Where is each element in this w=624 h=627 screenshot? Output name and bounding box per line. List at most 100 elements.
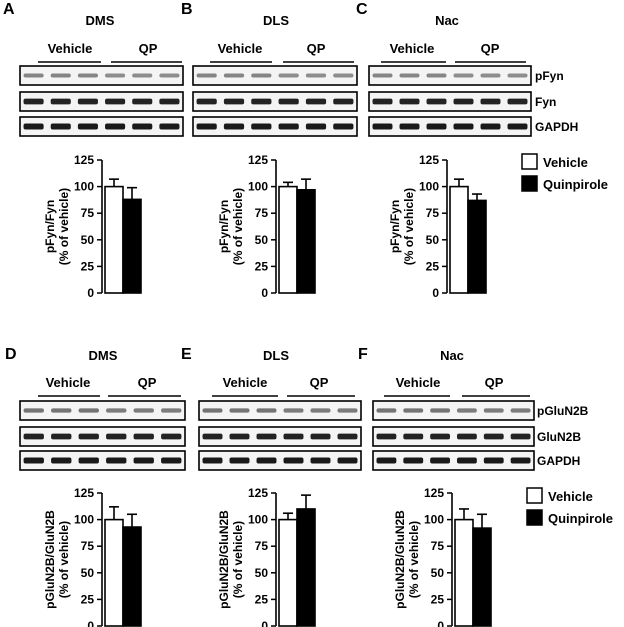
y-tick-label: 100 <box>74 180 94 194</box>
blot-band <box>105 98 126 105</box>
blot-band <box>480 98 501 105</box>
y-tick-label: 25 <box>431 592 445 606</box>
blot-band <box>480 123 501 130</box>
blot-band <box>507 123 528 130</box>
blot-band <box>133 408 154 413</box>
blot-band <box>333 123 354 130</box>
blot-band <box>196 98 217 105</box>
blot-band <box>23 408 44 413</box>
blot-band <box>161 457 182 464</box>
blot-band <box>202 457 223 464</box>
blot-pglun2b <box>19 400 186 421</box>
blot-band <box>223 73 245 78</box>
y-tick-label: 25 <box>255 259 269 273</box>
region-title: Nac <box>440 348 464 363</box>
blot-band <box>77 98 98 105</box>
blot-band <box>430 433 451 440</box>
blot-band <box>426 73 447 78</box>
panel-d: D DMS Vehicle QP 0 25 50 75 100 125 pGluN2B/GluN2B… <box>5 346 186 627</box>
blot-band <box>159 73 180 78</box>
y-tick-label: 25 <box>81 592 95 606</box>
blot-band <box>223 98 245 105</box>
blot-band <box>106 408 127 413</box>
blot-frame <box>19 426 186 447</box>
y-axis-title: pFyn/Fyn <box>388 200 402 253</box>
blot-band <box>105 73 126 78</box>
blot-glun2b <box>19 426 186 447</box>
blot-band <box>283 408 304 413</box>
y-tick-label: 0 <box>87 286 94 300</box>
blot-band <box>376 457 397 464</box>
blot-band <box>251 98 272 105</box>
blot-band <box>202 433 223 440</box>
blot-band <box>456 457 477 464</box>
y-tick-label: 0 <box>87 619 94 627</box>
blot-band <box>372 98 393 105</box>
y-tick-label: 50 <box>426 233 440 247</box>
blot-gapdh <box>19 116 184 137</box>
blot-band <box>372 73 393 78</box>
region-title: DMS <box>86 13 115 28</box>
blot-band <box>426 98 447 105</box>
blot-gapdh <box>198 450 362 471</box>
blot-row-label: GAPDH <box>537 454 580 468</box>
qp-group-label: QP <box>481 41 500 56</box>
y-tick-label: 75 <box>431 539 445 553</box>
panel-letter: F <box>358 346 368 363</box>
panel-a: A DMS Vehicle QP 0 25 50 75 100 125 pFyn/Fyn (% of … <box>3 1 184 300</box>
blot-band <box>256 408 277 413</box>
y-axis-subtitle: (% of vehicle) <box>57 188 71 265</box>
blot-row-label: pFyn <box>535 69 564 83</box>
y-tick-label: 25 <box>81 259 95 273</box>
bar-quinpirole <box>467 199 487 294</box>
blot-band <box>305 123 327 130</box>
region-title: DMS <box>89 348 118 363</box>
y-tick-label: 125 <box>248 486 268 500</box>
legend-vehicle-swatch <box>526 487 543 504</box>
legend-vehicle-swatch <box>521 153 538 170</box>
bar-chart: 0 25 50 75 100 125 pGluN2B/GluN2B (% of vehicle… <box>43 486 142 627</box>
blot-band <box>403 408 424 413</box>
y-tick-label: 25 <box>255 592 269 606</box>
blot-band <box>480 73 501 78</box>
y-tick-label: 125 <box>74 153 94 167</box>
blot-frame <box>198 450 362 471</box>
blot-pfyn: pFyn <box>368 65 564 86</box>
bar-vehicle <box>454 518 474 627</box>
blot-band <box>256 433 277 440</box>
y-tick-label: 125 <box>419 153 439 167</box>
bar-vehicle <box>449 185 469 294</box>
blot-band <box>229 408 250 413</box>
blot-band <box>278 123 299 130</box>
blot-band <box>403 433 424 440</box>
qp-group-label: QP <box>485 375 504 390</box>
qp-group-label: QP <box>307 41 326 56</box>
blot-band <box>132 98 153 105</box>
blot-gapdh: GAPDH <box>368 116 578 137</box>
blot-band <box>376 408 397 413</box>
qp-group-label: QP <box>138 375 157 390</box>
blot-band <box>430 408 451 413</box>
blot-band <box>510 433 531 440</box>
blot-band <box>430 457 451 464</box>
qp-group-label: QP <box>310 375 329 390</box>
y-axis-subtitle: (% of vehicle) <box>407 521 421 598</box>
y-axis-title: pGluN2B/GluN2B <box>393 510 407 609</box>
blot-frame <box>192 116 358 137</box>
blot-band <box>426 123 447 130</box>
blot-band <box>196 123 217 130</box>
legend-vehicle-label: Vehicle <box>543 155 588 170</box>
blot-row-label: Fyn <box>535 95 556 109</box>
blot-band <box>51 457 72 464</box>
blot-frame <box>192 65 358 86</box>
bar-chart: 0 25 50 75 100 125 pGluN2B/GluN2B (% of vehicle… <box>393 486 492 627</box>
blot-band <box>283 457 304 464</box>
blot-band <box>453 73 474 78</box>
blot-band <box>453 123 474 130</box>
legend-top: Vehicle Quinpirole <box>521 153 608 192</box>
y-tick-label: 0 <box>432 286 439 300</box>
blot-band <box>159 98 180 105</box>
y-tick-label: 50 <box>255 233 269 247</box>
blot-fyn <box>192 91 358 112</box>
blot-frame <box>372 400 535 421</box>
